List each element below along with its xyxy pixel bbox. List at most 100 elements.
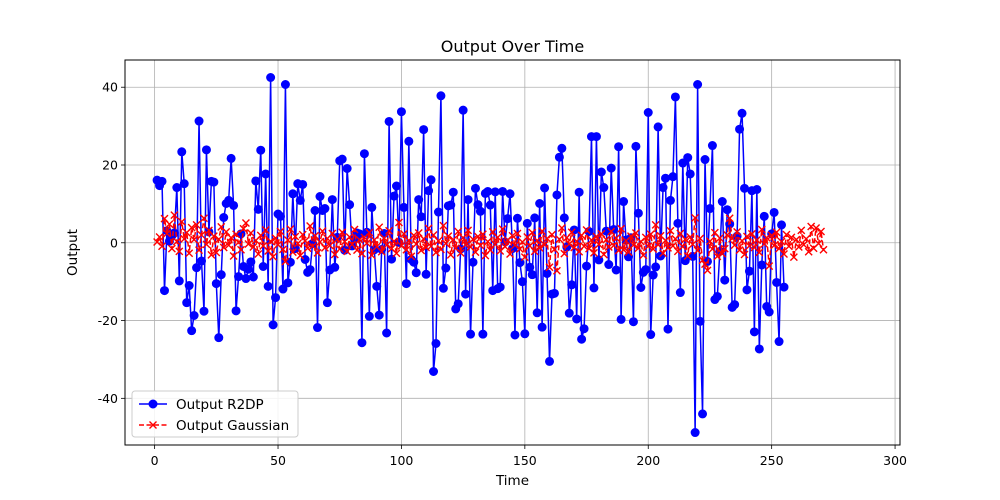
data-point — [254, 250, 263, 259]
data-point — [631, 141, 641, 151]
data-point — [185, 249, 194, 258]
data-point — [665, 195, 675, 205]
data-point — [327, 195, 337, 205]
data-point — [219, 213, 229, 222]
data-point — [224, 241, 233, 250]
data-point — [626, 232, 635, 241]
data-point — [730, 300, 740, 310]
data-point — [717, 197, 727, 207]
data-point — [612, 234, 621, 243]
data-point — [202, 240, 211, 249]
data-point — [506, 250, 515, 259]
data-point — [281, 257, 290, 266]
data-point — [517, 277, 527, 287]
data-point — [777, 220, 787, 230]
data-point — [313, 248, 322, 257]
data-point — [545, 263, 554, 272]
data-point — [419, 234, 428, 243]
data-point — [391, 181, 401, 191]
data-point — [155, 232, 164, 241]
data-point — [624, 248, 633, 257]
data-point — [357, 249, 366, 258]
data-point — [498, 225, 507, 234]
data-point — [769, 207, 779, 217]
data-point — [475, 206, 485, 216]
data-point — [189, 311, 199, 320]
data-point — [234, 238, 243, 247]
data-point — [261, 225, 270, 234]
data-point — [298, 179, 308, 189]
data-point — [554, 152, 564, 162]
chart-title: Output Over Time — [441, 37, 584, 56]
data-point — [394, 218, 403, 227]
data-point — [675, 288, 685, 298]
data-point — [695, 316, 705, 326]
data-point — [720, 244, 729, 253]
data-point — [389, 191, 399, 201]
data-point — [355, 235, 364, 244]
data-point — [564, 308, 574, 318]
data-point — [607, 227, 616, 236]
data-point — [464, 226, 473, 235]
data-point — [587, 236, 596, 245]
data-point — [683, 252, 692, 260]
data-point — [670, 92, 680, 102]
data-point — [212, 248, 221, 257]
data-point — [214, 235, 223, 244]
data-point — [414, 195, 424, 205]
data-point — [807, 222, 816, 231]
data-point — [483, 186, 493, 196]
data-point — [614, 142, 624, 152]
data-point — [681, 235, 690, 244]
data-point — [555, 235, 564, 244]
data-point — [804, 247, 813, 256]
data-point — [606, 163, 616, 173]
data-point — [266, 73, 276, 82]
data-point — [325, 241, 334, 250]
data-point — [241, 218, 250, 227]
data-point — [283, 278, 293, 288]
data-point — [604, 243, 613, 252]
data-point — [784, 242, 793, 251]
data-point — [271, 293, 281, 303]
data-point — [495, 282, 505, 292]
data-point — [350, 225, 359, 234]
data-point — [444, 232, 453, 241]
x-tick-label: 50 — [270, 453, 286, 468]
data-point — [537, 322, 547, 332]
data-point — [510, 241, 519, 250]
y-tick-label: -40 — [98, 391, 118, 406]
data-point — [678, 242, 687, 251]
data-point — [780, 250, 788, 259]
data-point — [532, 308, 542, 318]
data-point — [582, 261, 592, 271]
data-point — [318, 227, 327, 236]
data-point — [693, 80, 703, 89]
data-point — [172, 183, 182, 193]
data-point — [476, 241, 485, 250]
data-point — [760, 239, 769, 248]
data-point — [288, 189, 298, 199]
data-point — [789, 253, 798, 262]
data-point — [184, 281, 194, 291]
data-point — [634, 244, 643, 253]
data-point — [426, 175, 436, 185]
data-point — [698, 256, 707, 265]
data-point — [663, 324, 673, 334]
data-point — [232, 230, 241, 239]
data-point — [216, 270, 226, 280]
data-point — [162, 229, 171, 238]
x-tick-label: 300 — [883, 453, 907, 468]
data-point — [365, 228, 374, 237]
data-point — [320, 243, 329, 252]
data-point — [628, 317, 638, 327]
data-point — [227, 233, 236, 242]
data-point — [764, 307, 774, 317]
data-point — [158, 242, 167, 251]
data-point — [653, 122, 663, 132]
data-point — [740, 183, 750, 193]
data-point — [169, 228, 179, 238]
data-point — [792, 235, 801, 244]
data-point — [195, 246, 204, 255]
data-point — [661, 236, 670, 245]
